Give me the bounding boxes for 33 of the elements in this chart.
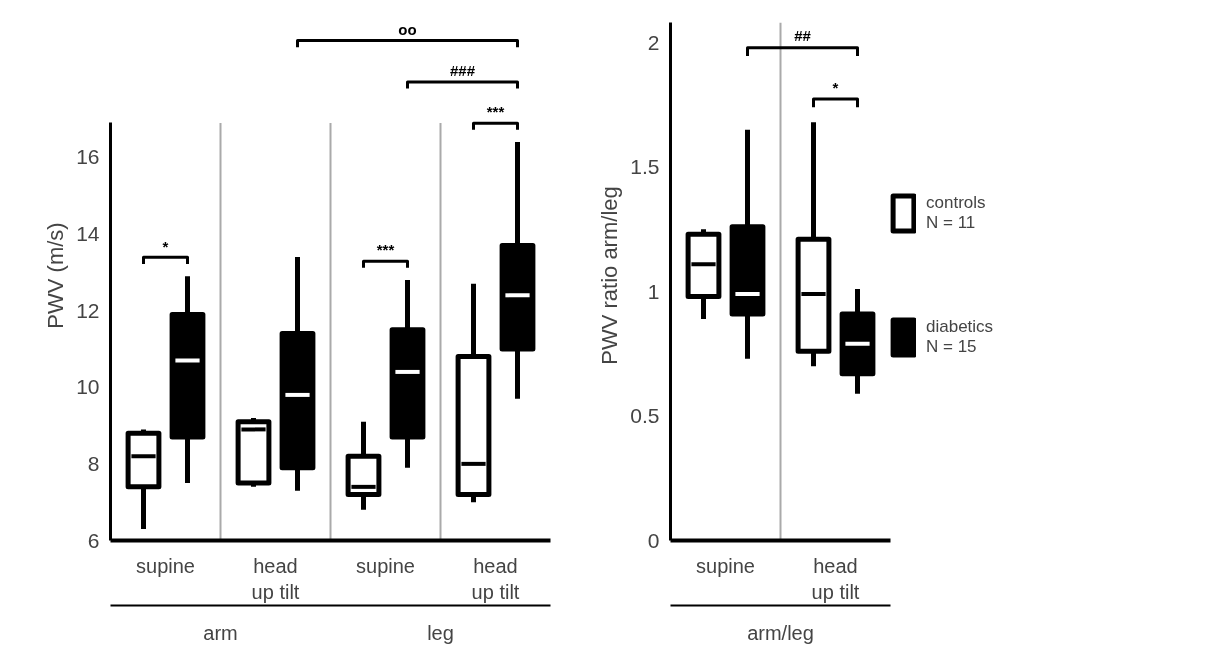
- text: arm: [203, 621, 238, 644]
- x-tick-label: head up tilt: [811, 554, 860, 603]
- y-tick-label: 1: [647, 279, 660, 303]
- y-tick-label: 1.5: [630, 155, 660, 179]
- y-tick-label: 0: [647, 528, 660, 552]
- y-tick-label: 16: [76, 145, 100, 169]
- x-tick-label: head up tilt: [251, 554, 300, 603]
- text: ***: [486, 103, 505, 121]
- text: leg: [427, 621, 454, 644]
- text: oo: [398, 20, 417, 38]
- x-tick-label: supine: [136, 554, 195, 577]
- y-tick-label: 2: [647, 30, 660, 54]
- text: N = 11: [926, 213, 976, 232]
- annotation: *: [162, 237, 169, 255]
- text: ###: [449, 62, 476, 80]
- legend-label: controls: [926, 193, 986, 212]
- annotation: ***: [376, 241, 395, 259]
- text: arm/leg: [747, 621, 814, 644]
- text: N = 15: [926, 337, 977, 356]
- y-axis-title: PWV ratio arm/leg: [597, 186, 623, 365]
- y-tick-label: 12: [76, 298, 100, 322]
- y-tick-label: 0.5: [630, 404, 660, 428]
- legend-label: diabetics: [926, 317, 994, 336]
- x-tick-label: supine: [696, 554, 755, 577]
- annotation: ##: [794, 27, 812, 45]
- y-tick-label: 10: [76, 375, 100, 399]
- x-tick-label: supine: [356, 554, 415, 577]
- annotation: *: [832, 78, 839, 96]
- y-tick-label: 8: [87, 451, 100, 475]
- x-tick-label: head up tilt: [471, 554, 520, 603]
- y-tick-label: 14: [76, 222, 100, 245]
- y-axis-title: PWV (m/s): [43, 222, 69, 329]
- y-tick-label: 6: [87, 528, 100, 552]
